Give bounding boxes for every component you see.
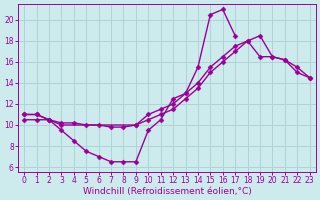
X-axis label: Windchill (Refroidissement éolien,°C): Windchill (Refroidissement éolien,°C) bbox=[83, 187, 251, 196]
